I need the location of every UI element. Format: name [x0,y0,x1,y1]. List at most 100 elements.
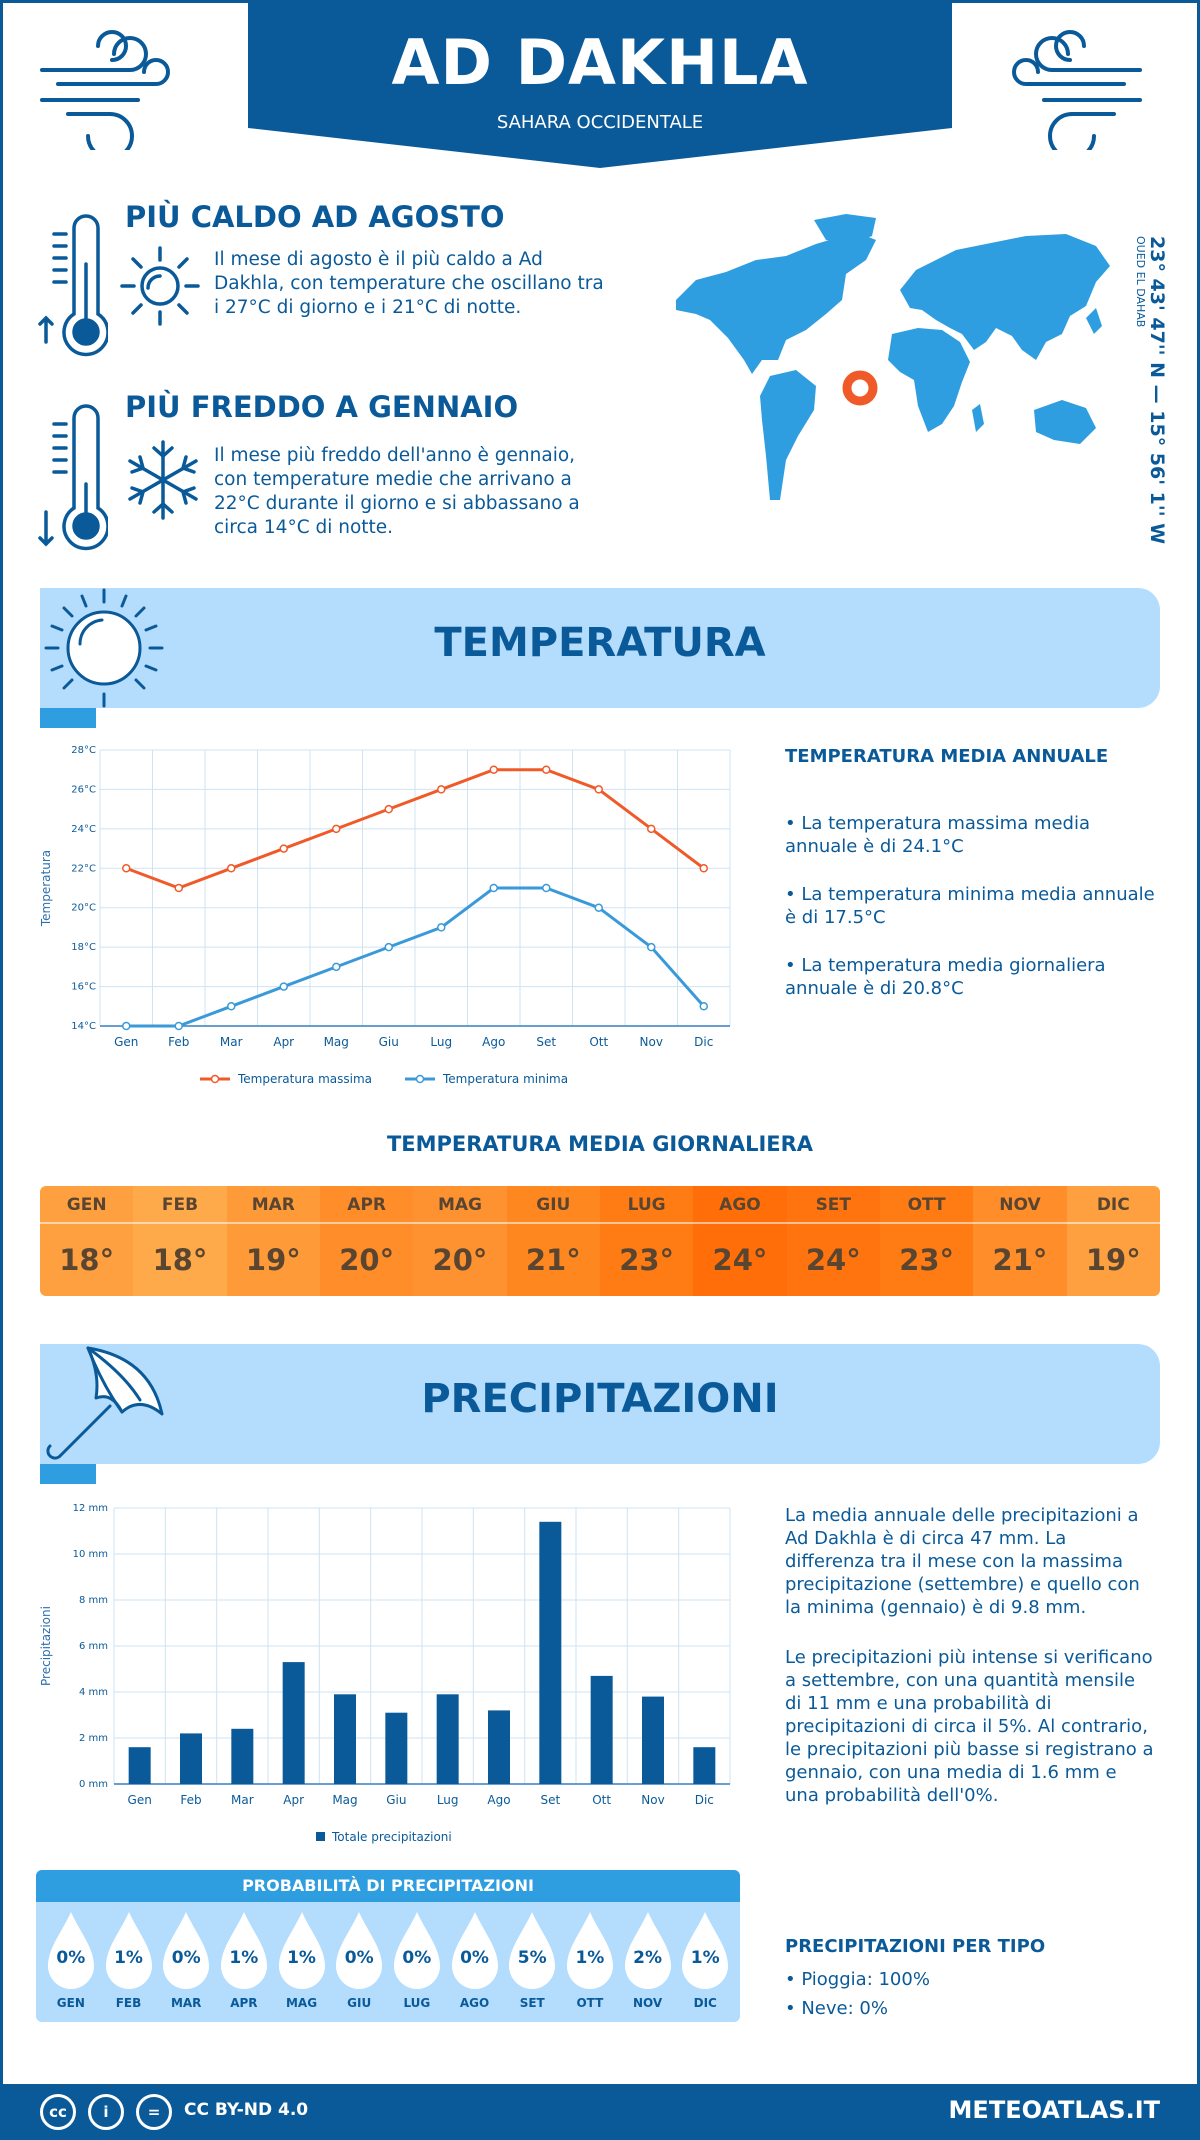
cc-icon: cc [40,2094,76,2130]
bar [180,1733,202,1784]
daily-temp-cell: MAG 20° [413,1186,507,1296]
daily-temp-cell: MAR 19° [226,1186,320,1296]
legend-label: Totale precipitazioni [331,1830,452,1844]
thermometer-up-icon [38,214,108,357]
month-label: LUG [403,1996,431,2010]
x-tick-label: Mag [324,1035,349,1049]
month-label: NOV [973,1186,1067,1224]
bar [231,1728,254,1784]
daily-temp-cell: APR 20° [319,1186,414,1296]
x-tick-label: Nov [640,1035,663,1049]
data-point [594,785,603,794]
daily-temp-cell: OTT 23° [879,1186,974,1296]
data-point [699,864,708,873]
sun-icon [44,588,164,708]
probability-value: 1% [229,1948,259,1968]
month-label: MAG [285,1996,318,2010]
month-label: APR [230,1996,258,2010]
data-point [489,883,498,893]
annual-temp-max: • La temperatura massima media annuale è… [785,813,1091,857]
probability-value: 0% [171,1948,201,1968]
probability-drop: 0% LUG [388,1910,446,2018]
data-point [647,824,656,834]
annual-temp-min: • La temperatura minima media annuale è … [785,884,1155,928]
raindrop-icon [336,1912,383,1989]
data-point [279,982,288,991]
daily-temp-value: 23° [619,1243,675,1277]
daily-temp-value: 21° [992,1243,1048,1277]
precip-type-rain: • Pioggia: 100% [785,1969,930,1990]
precip-type-title: PRECIPITAZIONI PER TIPO [785,1936,1046,1957]
probability-drop: 1% FEB [100,1910,158,2018]
data-point [699,1002,708,1011]
daily-temp-cell: GIU 21° [506,1186,600,1296]
probability-drop: 0% GIU [330,1910,388,2018]
x-tick-label: Mag [332,1793,357,1807]
annual-temp-title: TEMPERATURA MEDIA ANNUALE [785,746,1109,767]
y-axis-label: Temperatura [39,850,53,927]
y-tick-label: 28°C [71,745,96,756]
probability-value: 1% [575,1948,605,1968]
data-point [437,785,446,794]
thermometer-down-icon [38,404,108,551]
daily-temp-value: 18° [59,1243,115,1277]
probability-value: 5% [517,1948,547,1968]
y-tick-label: 4 mm [79,1687,108,1698]
y-tick-label: 6 mm [79,1641,108,1652]
x-tick-label: Giu [379,1035,399,1049]
bar [282,1662,305,1784]
y-tick-label: 22°C [71,863,96,874]
month-label: NOV [632,1996,663,2010]
y-tick-label: 18°C [71,942,96,953]
raindrop-icon [509,1912,556,1989]
daily-temp-cell: DIC 19° [1066,1186,1160,1296]
x-tick-label: Ott [589,1035,608,1049]
y-tick-label: 12 mm [73,1503,108,1514]
bar [693,1747,716,1784]
x-tick-label: Gen [114,1035,138,1049]
month-label: DIC [1066,1186,1160,1224]
data-point [174,883,183,893]
month-label: AGO [693,1186,787,1224]
precip-probability-title: PROBABILITÀ DI PRECIPITAZIONI [36,1870,740,1902]
month-label: FEB [133,1186,227,1224]
probability-value: 0% [402,1948,432,1968]
x-tick-label: Set [536,1035,556,1049]
daily-temp-cell: FEB 18° [133,1186,227,1296]
probability-drops: 0% GEN 1% FEB 0% MAR 1% APR 1% MAG 0% GIU 0% LUG 0% AGO… [42,1910,734,2018]
daily-temp-cell: NOV 21° [973,1186,1067,1296]
raindrop-icon [48,1912,94,1989]
page-subtitle: SAHARA OCCIDENTALE [496,112,704,133]
raindrop-icon [163,1912,210,1989]
wind-icon [1012,30,1142,150]
y-tick-label: 16°C [71,982,96,993]
page-title: AD DAKHLA [391,26,809,99]
bar [488,1710,510,1784]
x-tick-label: Giu [386,1793,406,1807]
month-label: MAR [226,1186,320,1224]
wind-icon [40,30,170,150]
y-tick-label: 14°C [71,1021,96,1032]
x-tick-label: Set [540,1793,560,1807]
data-point [332,962,341,972]
site-link[interactable]: METEOATLAS.IT [948,2096,1160,2124]
y-tick-label: 24°C [71,824,96,835]
license-label: CC BY-ND 4.0 [184,2100,309,2120]
x-tick-label: Ott [592,1793,611,1807]
month-label: SET [786,1186,880,1224]
month-label: OTT [879,1186,974,1224]
y-tick-label: 2 mm [79,1733,108,1744]
y-tick-label: 0 mm [79,1779,108,1790]
daily-temp-value: 20° [339,1243,395,1277]
probability-value: 2% [633,1948,662,1968]
precip-type-snow: • Neve: 0% [785,1998,888,2019]
region-label: OUED EL DAHAB [1134,236,1147,328]
daily-temp-value: 24° [805,1243,861,1277]
raindrop-icon [105,1912,152,1989]
x-tick-label: Nov [641,1793,664,1807]
bar [334,1694,356,1784]
probability-drop: 5% SET [503,1910,561,2018]
bar [128,1747,151,1784]
daily-temp-cell: AGO 24° [693,1186,787,1296]
data-point [332,824,341,834]
